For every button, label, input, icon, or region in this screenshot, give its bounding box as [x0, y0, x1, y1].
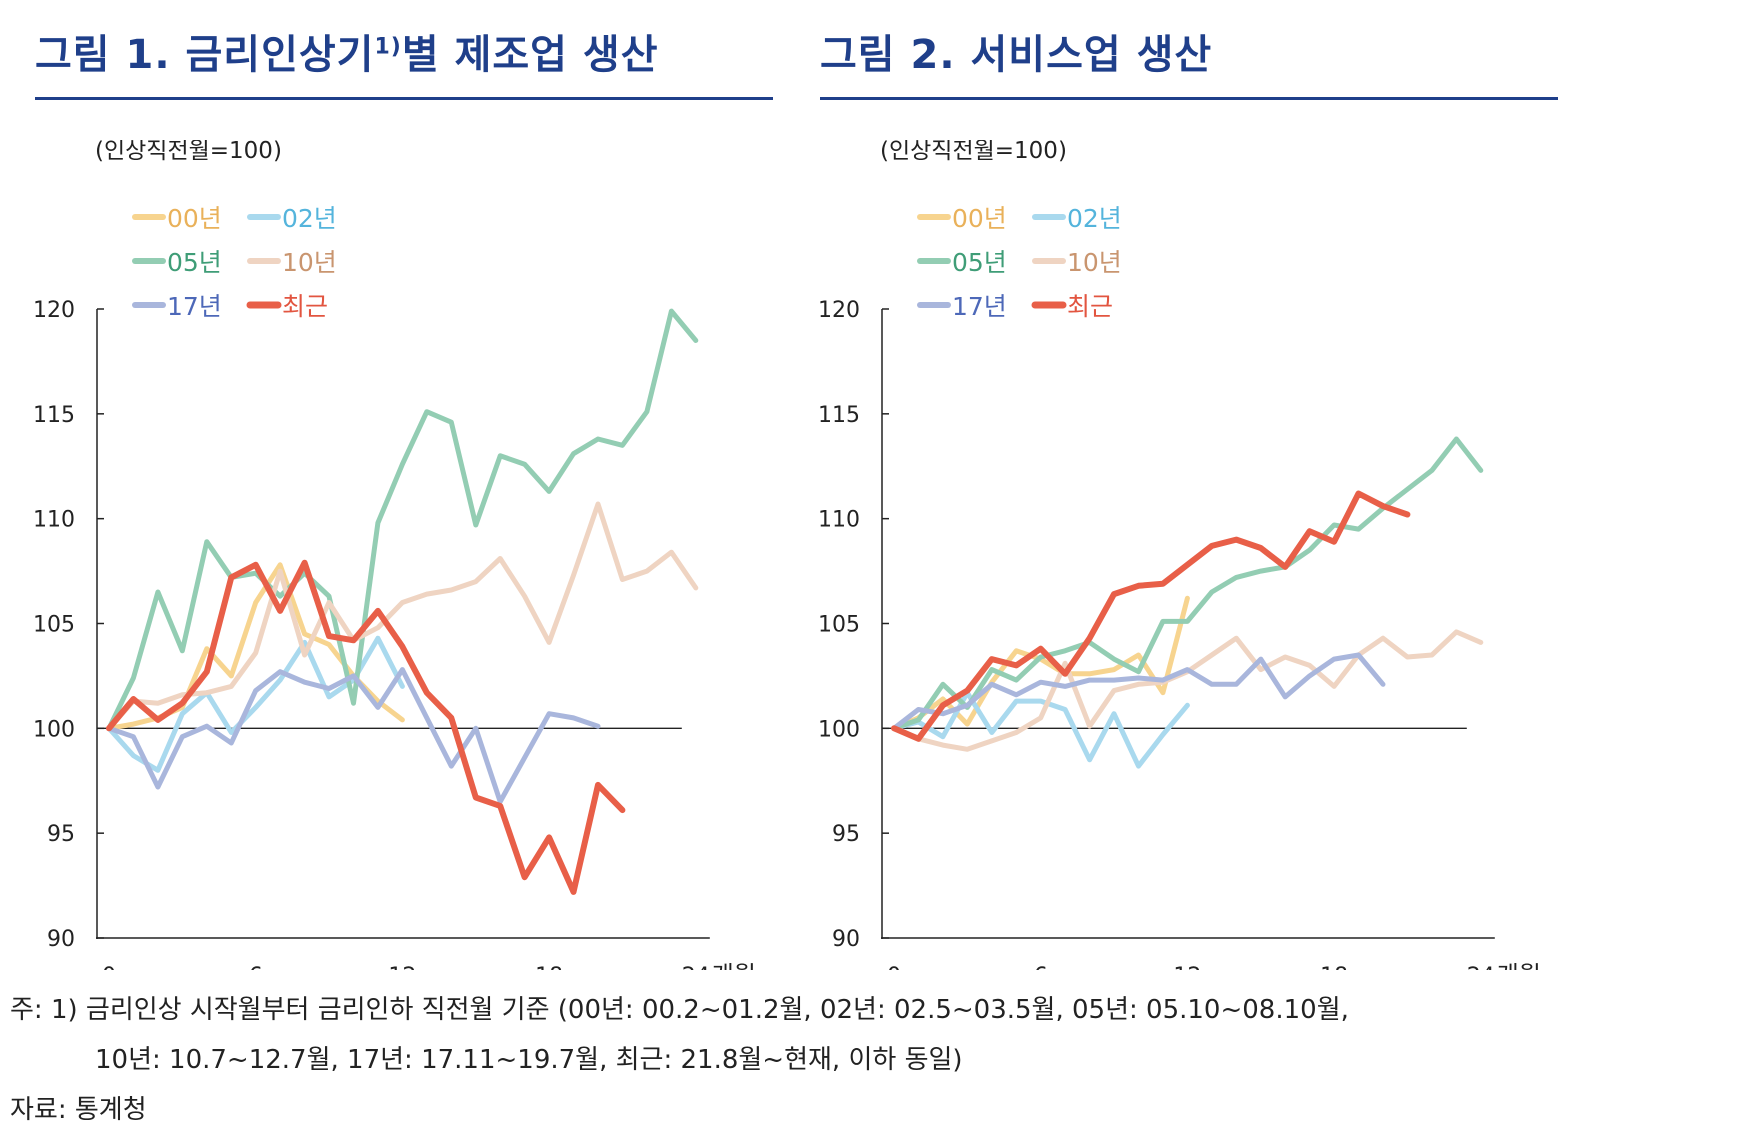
footnote-line-1: 주: 1) 금리인상 시작월부터 금리인하 직전월 기준 (00년: 00.2~…	[10, 995, 1349, 1025]
chart-1-title-rule	[35, 97, 773, 100]
y-tick-label: 110	[818, 508, 860, 533]
x-tick-label: 12	[1173, 964, 1201, 970]
x-unit-label: 개월	[1497, 961, 1541, 970]
series-line-5	[106, 559, 626, 895]
legend-label-0: 00년	[952, 204, 1007, 233]
notes: 주: 1) 금리인상 시작월부터 금리인하 직전월 기준 (00년: 00.2~…	[10, 985, 1349, 1135]
y-tick-label: 90	[832, 927, 860, 952]
chart-2-svg: (인상직전월=100) 90 95 100 105 110 115 120 0 6 12 18 24개월…	[818, 138, 1541, 989]
y-tick-label: 105	[33, 613, 75, 638]
y-tick-label: 95	[47, 822, 75, 847]
legend-label-1: 02년	[1067, 204, 1122, 233]
unit-label: (인상직전월=100)	[880, 140, 1067, 164]
source-note: 자료: 통계청	[10, 1095, 147, 1125]
legend-label-4: 17년	[952, 292, 1007, 321]
legend-label-0: 00년	[167, 204, 222, 233]
legend-label-5: 최근	[1067, 292, 1113, 321]
y-tick-label: 100	[818, 717, 860, 742]
legend-label-4: 17년	[167, 292, 222, 321]
chart-1-svg: (인상직전월=100) 90 95 100 105 110 115 120 0 6 12 18 24개월…	[33, 138, 756, 989]
y-tick-label: 120	[818, 298, 860, 323]
series-line-1	[106, 635, 405, 773]
x-tick-label: 24	[1467, 964, 1495, 970]
series-line-1	[891, 690, 1190, 769]
series-line-2	[106, 308, 699, 731]
x-tick-label: 24	[682, 964, 710, 970]
y-tick-label: 110	[33, 508, 75, 533]
y-tick-label: 115	[33, 403, 75, 428]
chart-2: (인상직전월=100) 90 95 100 105 110 115 120 0 6 12 18 24개월…	[785, 138, 1645, 989]
x-tick-label: 18	[1320, 964, 1348, 970]
series-line-4	[891, 652, 1386, 731]
x-tick-label: 0	[887, 964, 901, 970]
footnote-line-2: 10년: 10.7~12.7월, 17년: 17.11~19.7월, 최근: 2…	[95, 1045, 963, 1075]
y-tick-label: 120	[33, 298, 75, 323]
series-line-5	[891, 490, 1411, 742]
x-tick-label: 6	[249, 964, 263, 970]
x-tick-label: 6	[1034, 964, 1048, 970]
x-tick-label: 18	[535, 964, 563, 970]
series-line-3	[106, 501, 699, 731]
chart-1: (인상직전월=100) 90 95 100 105 110 115 120 0 6 12 18 24개월…	[0, 138, 860, 989]
legend-label-2: 05년	[167, 248, 222, 277]
x-tick-label: 12	[388, 964, 416, 970]
y-tick-label: 100	[33, 717, 75, 742]
chart-1-title: 그림 1. 금리인상기1)별 제조업 생산	[35, 32, 659, 78]
series-line-2	[891, 436, 1484, 731]
x-unit-label: 개월	[712, 961, 756, 970]
series-line-4	[106, 667, 601, 805]
y-tick-label: 95	[832, 822, 860, 847]
y-tick-label: 115	[818, 403, 860, 428]
y-tick-label: 90	[47, 927, 75, 952]
chart-2-title: 그림 2. 서비스업 생산	[820, 32, 1213, 78]
y-tick-label: 105	[818, 613, 860, 638]
legend-label-3: 10년	[282, 248, 337, 277]
legend-label-2: 05년	[952, 248, 1007, 277]
legend-label-5: 최근	[282, 292, 328, 321]
legend-label-1: 02년	[282, 204, 337, 233]
unit-label: (인상직전월=100)	[95, 140, 282, 164]
legend-label-3: 10년	[1067, 248, 1122, 277]
x-tick-label: 0	[102, 964, 116, 970]
chart-2-title-rule	[820, 97, 1558, 100]
